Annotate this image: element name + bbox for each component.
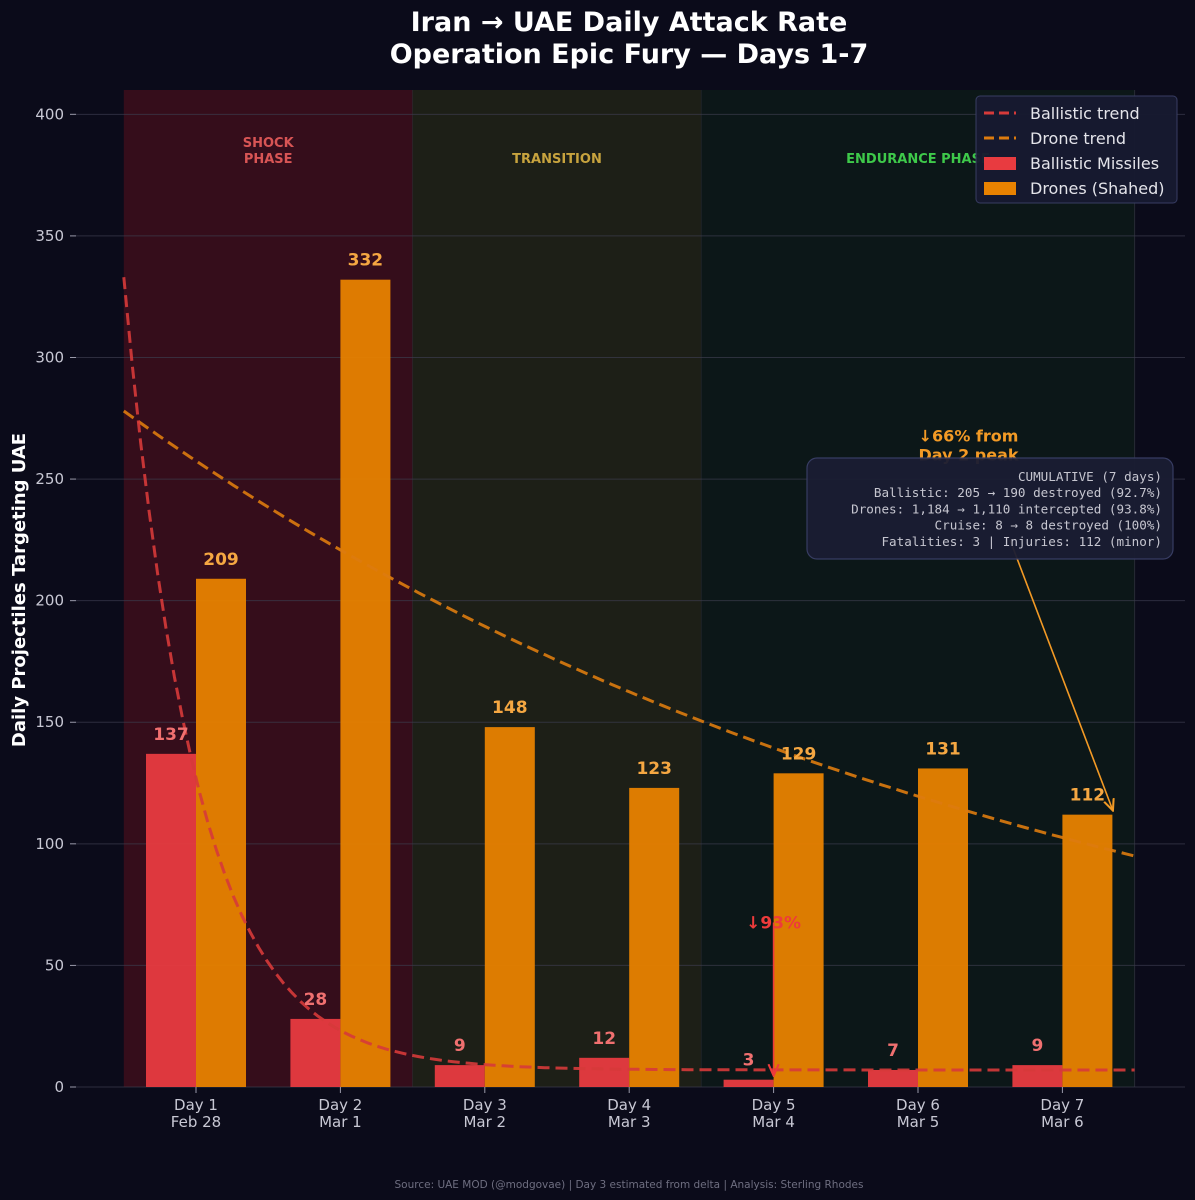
bar-drone bbox=[340, 279, 391, 1087]
value-label-drone: 332 bbox=[348, 251, 384, 271]
value-label-drone: 129 bbox=[781, 744, 817, 764]
x-tick-label-date: Mar 5 bbox=[897, 1113, 940, 1131]
phase-label-2: TRANSITION bbox=[512, 152, 602, 167]
x-tick-label-day: Day 1 bbox=[174, 1096, 218, 1114]
trend-line-ballistic bbox=[122, 277, 1135, 1072]
y-tick-label: 300 bbox=[35, 348, 64, 366]
legend-label: Ballistic trend bbox=[1030, 104, 1140, 123]
bar-drone bbox=[484, 727, 535, 1087]
value-label-drone: 112 bbox=[1070, 786, 1106, 806]
bar-drone bbox=[1062, 814, 1113, 1087]
value-labels: 137 209 28 332 9 148 12 123 3 129 7 131 9 112 bbox=[153, 251, 1105, 1071]
bars bbox=[146, 279, 1113, 1087]
cumulative-box-line: CUMULATIVE (7 days) bbox=[1018, 469, 1162, 484]
x-tick-label-day: Day 3 bbox=[463, 1096, 507, 1114]
chart-title-line1: Iran → UAE Daily Attack Rate bbox=[411, 7, 848, 38]
phase-label-1: PHASE bbox=[244, 152, 293, 167]
x-tick-label-day: Day 4 bbox=[607, 1096, 651, 1114]
legend-label: Drones (Shahed) bbox=[1030, 179, 1164, 198]
cumulative-box-bg bbox=[806, 457, 1174, 560]
legend-swatch-box bbox=[984, 182, 1016, 195]
legend-swatch-box bbox=[984, 157, 1016, 170]
cumulative-box-line: Ballistic: 205 → 190 destroyed (92.7%) bbox=[874, 485, 1162, 500]
chart-title-line2: Operation Epic Fury — Days 1-7 bbox=[390, 39, 869, 70]
cumulative-box: CUMULATIVE (7 days)Ballistic: 205 → 190 … bbox=[806, 457, 1174, 560]
y-axis-label: Daily Projectiles Targeting UAE bbox=[9, 433, 30, 747]
y-tick-label: 250 bbox=[35, 470, 64, 488]
trend-line-drone bbox=[122, 409, 1135, 858]
ballistic-drop-label: ↓93% bbox=[746, 914, 801, 934]
cumulative-box-line: Cruise: 8 → 8 destroyed (100%) bbox=[935, 518, 1162, 533]
bar-ballistic bbox=[723, 1079, 774, 1087]
legend: Ballistic trend Drone trend Ballistic Miss… bbox=[975, 95, 1178, 204]
x-tick-label-date: Feb 28 bbox=[171, 1113, 221, 1131]
x-tick-label-day: Day 7 bbox=[1040, 1096, 1084, 1114]
x-tick-label-day: Day 6 bbox=[896, 1096, 940, 1114]
value-label-drone: 148 bbox=[492, 698, 528, 718]
bar-ballistic bbox=[146, 753, 196, 1087]
legend-box bbox=[975, 95, 1178, 204]
y-tick-label: 400 bbox=[35, 105, 64, 123]
value-label-ballistic: 137 bbox=[153, 725, 189, 745]
x-tick-label-day: Day 5 bbox=[752, 1096, 796, 1114]
x-tick-label-date: Mar 6 bbox=[1041, 1113, 1084, 1131]
bar-ballistic bbox=[579, 1057, 630, 1087]
bar-drone bbox=[918, 768, 968, 1087]
y-tick-label: 50 bbox=[45, 956, 64, 974]
value-label-drone: 209 bbox=[203, 550, 239, 570]
y-tick-label: 200 bbox=[35, 592, 64, 610]
value-label-ballistic: 12 bbox=[592, 1029, 616, 1049]
y-tick-label: 0 bbox=[54, 1078, 64, 1096]
legend-label: Drone trend bbox=[1030, 129, 1126, 148]
cumulative-box-line: Drones: 1,184 → 1,110 intercepted (93.8%… bbox=[851, 501, 1162, 516]
trend-lines bbox=[122, 277, 1135, 1072]
x-tick-label-day: Day 2 bbox=[318, 1096, 362, 1114]
bar-ballistic bbox=[434, 1065, 485, 1087]
value-label-drone: 131 bbox=[925, 739, 961, 759]
bar-drone bbox=[773, 773, 824, 1087]
value-label-ballistic: 3 bbox=[743, 1051, 755, 1071]
bar-drone bbox=[196, 578, 246, 1087]
drone-drop-arrow bbox=[1009, 539, 1113, 811]
value-label-ballistic: 9 bbox=[1031, 1036, 1043, 1056]
bar-ballistic bbox=[290, 1018, 341, 1087]
value-label-ballistic: 28 bbox=[304, 990, 328, 1010]
value-label-drone: 123 bbox=[636, 759, 672, 779]
cumulative-box-line: Fatalities: 3 | Injuries: 112 (minor) bbox=[881, 534, 1162, 549]
bar-ballistic bbox=[1012, 1065, 1063, 1087]
x-tick-label-date: Mar 4 bbox=[752, 1113, 795, 1131]
x-tick-label-date: Mar 2 bbox=[463, 1113, 506, 1131]
phase-label-3: ENDURANCE PHASE bbox=[846, 152, 990, 167]
y-tick-label: 100 bbox=[35, 835, 64, 853]
x-tick-label-date: Mar 3 bbox=[608, 1113, 651, 1131]
drone-drop-label: ↓66% from bbox=[919, 427, 1019, 446]
bar-ballistic bbox=[868, 1069, 918, 1087]
bar-drone bbox=[629, 787, 680, 1087]
y-tick-label: 150 bbox=[35, 713, 64, 731]
y-tick-label: 350 bbox=[35, 227, 64, 245]
source-note: Source: UAE MOD (@modgovae) | Day 3 esti… bbox=[395, 1179, 864, 1191]
value-label-ballistic: 9 bbox=[454, 1036, 466, 1056]
x-tick-label-date: Mar 1 bbox=[319, 1113, 362, 1131]
legend-label: Ballistic Missiles bbox=[1030, 154, 1159, 173]
value-label-ballistic: 7 bbox=[887, 1041, 899, 1061]
phase-label-1: SHOCK bbox=[243, 136, 295, 151]
